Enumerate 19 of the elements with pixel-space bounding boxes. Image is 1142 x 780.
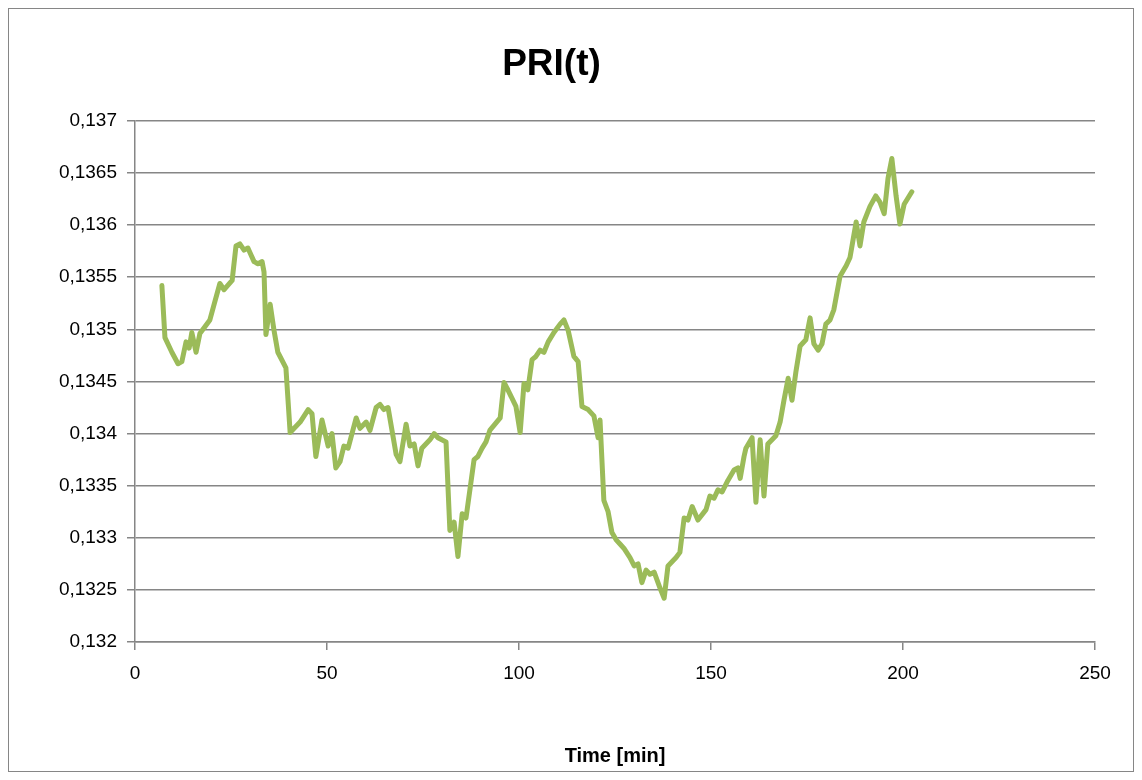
- x-tick-label: 250: [1079, 661, 1111, 683]
- y-tick-label: 0,1355: [58, 265, 117, 287]
- x-axis-title: Time [min]: [564, 743, 666, 766]
- x-tick-label: 150: [695, 661, 727, 683]
- y-tick-label: 0,134: [69, 421, 118, 443]
- x-tick-label: 50: [316, 661, 338, 683]
- x-tick-label: 100: [503, 661, 535, 683]
- y-tick-label: 0,1365: [58, 161, 117, 183]
- chart-title: PRI(t): [502, 41, 601, 83]
- x-tick-label: 200: [887, 661, 919, 683]
- y-tick-label: 0,1325: [58, 578, 117, 600]
- y-tick-label: 0,132: [69, 630, 117, 652]
- y-tick-label: 0,137: [69, 109, 117, 131]
- y-tick-label: 0,133: [69, 526, 117, 548]
- y-tick-label: 0,1345: [58, 369, 117, 391]
- x-tick-label: 0: [129, 661, 141, 683]
- y-tick-label: 0,136: [69, 213, 117, 235]
- y-tick-label: 0,135: [69, 317, 117, 339]
- y-tick-label: 0,1335: [58, 473, 117, 495]
